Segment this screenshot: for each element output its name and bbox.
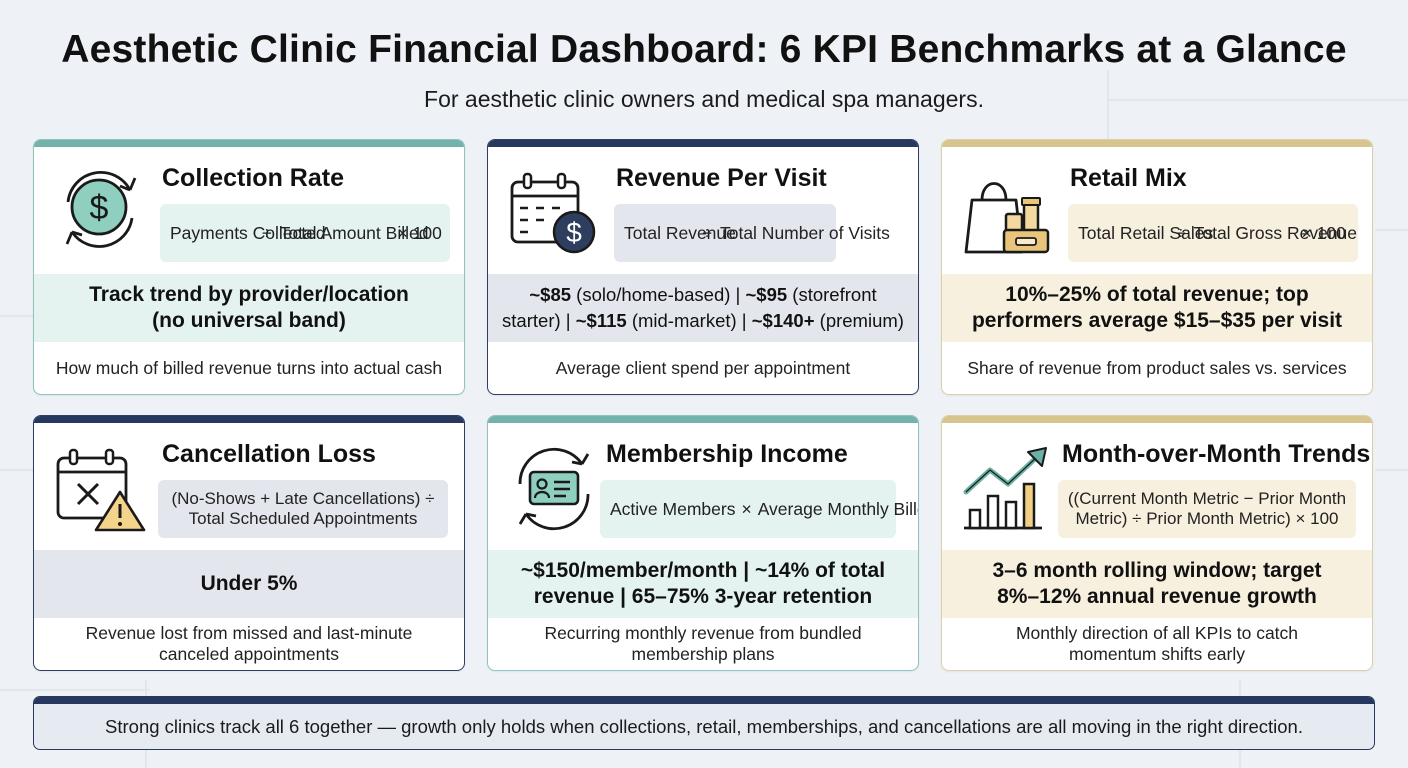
card-description-text: Recurring monthly revenue from bundled m… [544, 623, 862, 664]
formula-numerator: Total Retail Sales [1078, 223, 1214, 243]
formula-operator: ÷ [262, 223, 272, 243]
card-description: Recurring monthly revenue from bundled m… [488, 618, 918, 670]
benchmark-band: ~$150/member/month | ~14% of total reven… [488, 550, 918, 618]
page-title: Aesthetic Clinic Financial Dashboard: 6 … [61, 28, 1347, 71]
benchmark-text: Track trend by provider/location (no uni… [89, 283, 409, 332]
calendar-dollar-icon: $ [510, 172, 596, 254]
card-description: Monthly direction of all KPIs to catch m… [942, 618, 1372, 670]
kpi-card-membership-income: Membership Income Active Members × Avera… [487, 415, 919, 671]
card-title: Cancellation Loss [162, 440, 376, 468]
card-description-text: Revenue lost from missed and last-minute… [85, 623, 413, 664]
member-card-cycle-icon [518, 447, 590, 531]
footer-text: Strong clinics track all 6 together — gr… [105, 716, 1303, 737]
shopping-bag-products-icon [964, 182, 1050, 254]
card-description-text: Monthly direction of all KPIs to catch m… [1015, 623, 1299, 664]
card-description: Average client spend per appointment [555, 357, 851, 378]
benchmark-band: ~$85 (solo/home-based) | ~$95 (storefron… [488, 274, 918, 342]
kpi-card-cancellation-loss: Cancellation Loss (No-Shows + Late Cance… [33, 415, 465, 671]
card-accent-bar [942, 140, 1372, 147]
card-accent-bar [34, 140, 464, 147]
formula-operator: × [741, 499, 752, 519]
kpi-card-month-over-month-trends: Month-over-Month Trends ((Current Month … [941, 415, 1373, 671]
formula-text: ((Current Month Metric − Prior Month Met… [1067, 489, 1347, 528]
card-title: Retail Mix [1070, 164, 1187, 192]
footer-accent-bar [34, 697, 1374, 704]
benchmark-storefront-label: (storefront starter) | [502, 284, 877, 331]
benchmark-solo-value: ~$85 [529, 284, 572, 305]
card-title: Month-over-Month Trends [1062, 440, 1371, 468]
card-description: Revenue lost from missed and last-minute… [34, 618, 464, 670]
benchmark-band: 3–6 month rolling window; target 8%–12% … [942, 550, 1372, 618]
formula-box: Total Retail Sales ÷ Total Gross Revenue… [1068, 204, 1358, 262]
benchmark-text: ~$85 (solo/home-based) | ~$95 (storefron… [498, 282, 908, 334]
benchmark-text: 3–6 month rolling window; target 8%–12% … [992, 559, 1322, 608]
benchmark-midmarket-label: (mid-market) | [626, 310, 752, 331]
benchmark-band: Track trend by provider/location (no uni… [34, 274, 464, 342]
svg-text:$: $ [90, 189, 109, 227]
formula-numerator: Total Revenue [624, 223, 736, 243]
formula-multiplier: × 100 [1301, 223, 1346, 243]
formula-multiplier: × 100 [397, 223, 442, 243]
benchmark-solo-label: (solo/home-based) | [571, 284, 746, 305]
page-subtitle: For aesthetic clinic owners and medical … [424, 86, 984, 112]
formula-box: Active Members × Average Monthly Billed … [600, 480, 918, 538]
benchmark-band: 10%–25% of total revenue; top performers… [942, 274, 1372, 342]
formula-numerator: Payments Collected [170, 223, 326, 243]
benchmark-storefront-value: ~$95 [745, 284, 788, 305]
formula-operator: ÷ [1176, 223, 1186, 243]
formula-denominator: Total Gross Revenue [1193, 223, 1358, 243]
card-accent-bar [942, 416, 1372, 423]
summary-footer: Strong clinics track all 6 together — gr… [33, 696, 1375, 750]
formula-text: (No-Shows + Late Cancellations) ÷ Total … [171, 489, 435, 528]
formula-box: (No-Shows + Late Cancellations) ÷ Total … [158, 480, 448, 538]
benchmark-band: Under 5% [34, 550, 464, 618]
card-description: Share of revenue from product sales vs. … [967, 357, 1347, 378]
kpi-card-collection-rate: $ Collection Rate Payments Collected ÷ T… [33, 139, 465, 395]
formula-box: ((Current Month Metric − Prior Month Met… [1058, 480, 1356, 538]
card-accent-bar [488, 140, 918, 147]
card-title: Collection Rate [162, 164, 344, 192]
benchmark-premium-value: ~$140+ [751, 310, 815, 331]
kpi-card-retail-mix: Retail Mix Total Retail Sales ÷ Total Gr… [941, 139, 1373, 395]
card-description: How much of billed revenue turns into ac… [55, 357, 443, 378]
formula-denominator: Total Amount Billed [279, 223, 429, 243]
benchmark-midmarket-value: ~$115 [575, 310, 627, 331]
benchmark-premium-label: (premium) [814, 310, 904, 331]
calendar-cancel-warning-icon [56, 448, 146, 532]
formula-box: Payments Collected ÷ Total Amount Billed… [160, 204, 450, 262]
card-accent-bar [488, 416, 918, 423]
card-accent-bar [34, 416, 464, 423]
formula-right-term: Average Monthly Billed Amount [757, 499, 918, 519]
dollar-cycle-icon: $ [65, 171, 137, 248]
kpi-card-revenue-per-visit: $ Revenue Per Visit Total Revenue ÷ Tota… [487, 139, 919, 395]
benchmark-text: 10%–25% of total revenue; top performers… [971, 283, 1343, 332]
formula-denominator: Total Number of Visits [719, 223, 890, 243]
benchmark-text: ~$150/member/month | ~14% of total reven… [520, 559, 886, 608]
svg-text:$: $ [566, 217, 582, 248]
formula-operator: ÷ [702, 223, 712, 243]
card-title: Membership Income [606, 440, 848, 468]
formula-box: Total Revenue ÷ Total Number of Visits [614, 204, 890, 262]
bar-chart-trend-icon [963, 447, 1047, 530]
formula-left-term: Active Members [610, 499, 736, 519]
card-title: Revenue Per Visit [616, 164, 827, 192]
